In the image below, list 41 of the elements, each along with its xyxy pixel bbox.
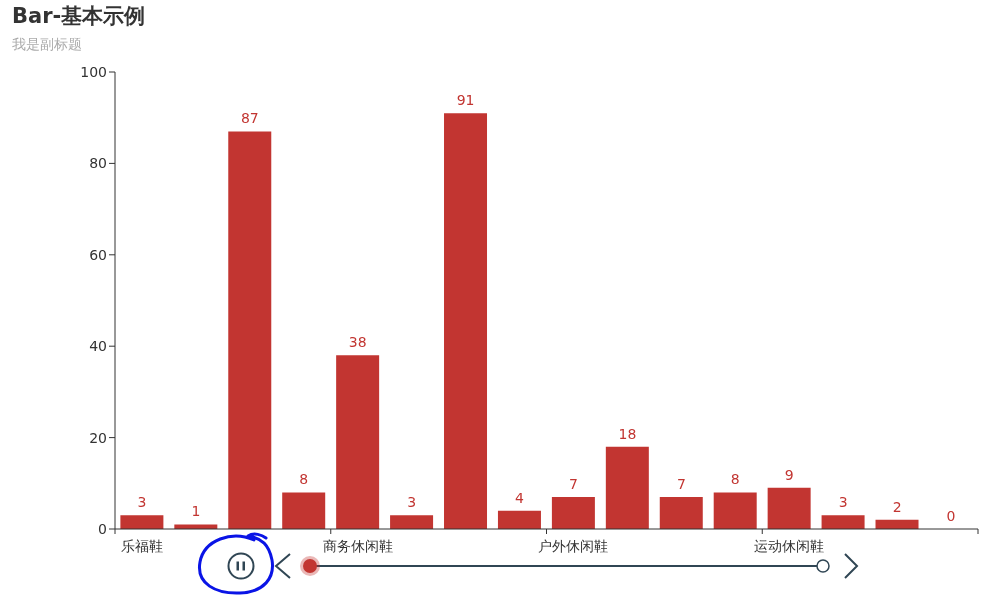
data-label: 9 [784, 466, 794, 483]
y-tick-label: 60 [89, 246, 107, 263]
bar [120, 515, 164, 529]
x-tick-label: 乐福鞋 [120, 538, 163, 554]
bar [497, 510, 541, 529]
y-tick-label: 40 [89, 338, 107, 355]
y-tick-label: 100 [80, 63, 107, 80]
y-tick-label: 0 [98, 520, 107, 537]
bar [551, 497, 595, 529]
bar [336, 355, 380, 529]
data-label: 4 [515, 489, 525, 506]
bar [713, 492, 757, 529]
data-label: 8 [299, 471, 309, 488]
bar [282, 492, 326, 529]
data-label: 18 [618, 425, 637, 442]
bar [605, 446, 649, 529]
data-label: 91 [456, 92, 475, 109]
bar [821, 515, 865, 529]
bar [444, 113, 488, 529]
data-label: 3 [407, 494, 417, 511]
data-label: 1 [191, 503, 201, 520]
data-label: 3 [838, 494, 848, 511]
x-tick-label: 运动休闲鞋 [754, 538, 825, 554]
bar [659, 497, 703, 529]
bar [228, 131, 272, 529]
data-label: 3 [137, 494, 147, 511]
bar [390, 515, 434, 529]
data-label: 7 [569, 476, 578, 493]
x-tick-label: 户外休闲鞋 [538, 538, 609, 554]
bar [767, 487, 811, 529]
data-label: 8 [730, 471, 740, 488]
data-label: 87 [240, 110, 259, 127]
x-tick-label: 商务休闲鞋 [322, 538, 393, 554]
y-tick-label: 80 [89, 155, 107, 172]
y-tick-label: 20 [89, 429, 107, 446]
data-label: 7 [676, 476, 686, 493]
data-label: 38 [348, 334, 367, 351]
data-label: 0 [946, 508, 956, 524]
chart-subtitle: 我是副标题 [12, 36, 82, 54]
data-label: 2 [892, 498, 902, 515]
chart-title: Bar-基本示例 [12, 3, 146, 30]
